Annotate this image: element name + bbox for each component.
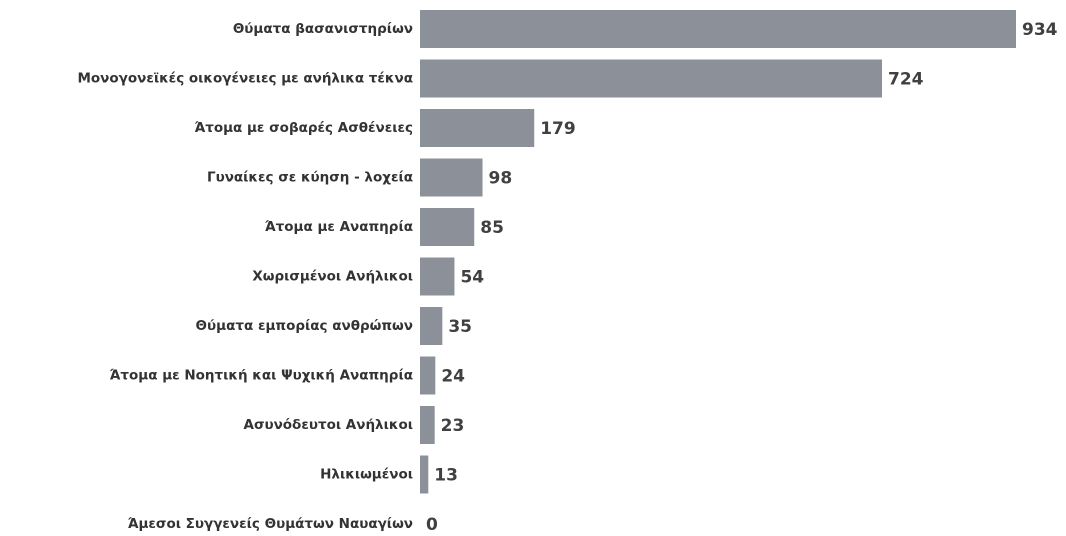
bar (420, 356, 436, 395)
bar (420, 109, 535, 147)
value-label: 724 (888, 70, 924, 90)
bar (420, 59, 882, 98)
category-label: Ηλικιωμένοι (320, 467, 413, 483)
value-label: 54 (460, 268, 484, 288)
category-label: Ασυνόδευτοι Ανήλικοι (244, 417, 414, 433)
value-label: 934 (1022, 20, 1058, 40)
value-label: 23 (441, 416, 465, 436)
category-label: Άμεσοι Συγγενείς Θυμάτων Ναυαγίων (128, 516, 413, 532)
category-label: Θύματα εμπορίας ανθρώπων (196, 318, 413, 334)
value-label: 98 (489, 169, 513, 189)
bar (420, 208, 475, 246)
bar (420, 455, 429, 494)
category-label: Μονογονεϊκές οικογένειες με ανήλικα τέκν… (77, 71, 413, 87)
value-label: 0 (426, 515, 438, 535)
bar (420, 307, 443, 345)
category-label: Θύματα βασανιστηρίων (233, 21, 413, 37)
bar (420, 10, 1016, 48)
value-label: 179 (540, 119, 576, 139)
value-label: 13 (434, 466, 458, 486)
bar (420, 158, 483, 197)
bar (420, 257, 455, 296)
category-label: Γυναίκες σε κύηση - λοχεία (207, 170, 413, 186)
value-label: 85 (480, 218, 504, 238)
value-label: 24 (441, 367, 465, 387)
category-label: Άτομα με Αναπηρία (265, 219, 413, 235)
category-label: Χωρισμένοι Ανήλικοι (252, 269, 413, 285)
category-label: Άτομα με σοβαρές Ασθένειες (194, 120, 413, 136)
category-label: Άτομα με Νοητική και Ψυχική Αναπηρία (110, 368, 413, 384)
bar (420, 406, 435, 444)
value-label: 35 (448, 317, 472, 337)
